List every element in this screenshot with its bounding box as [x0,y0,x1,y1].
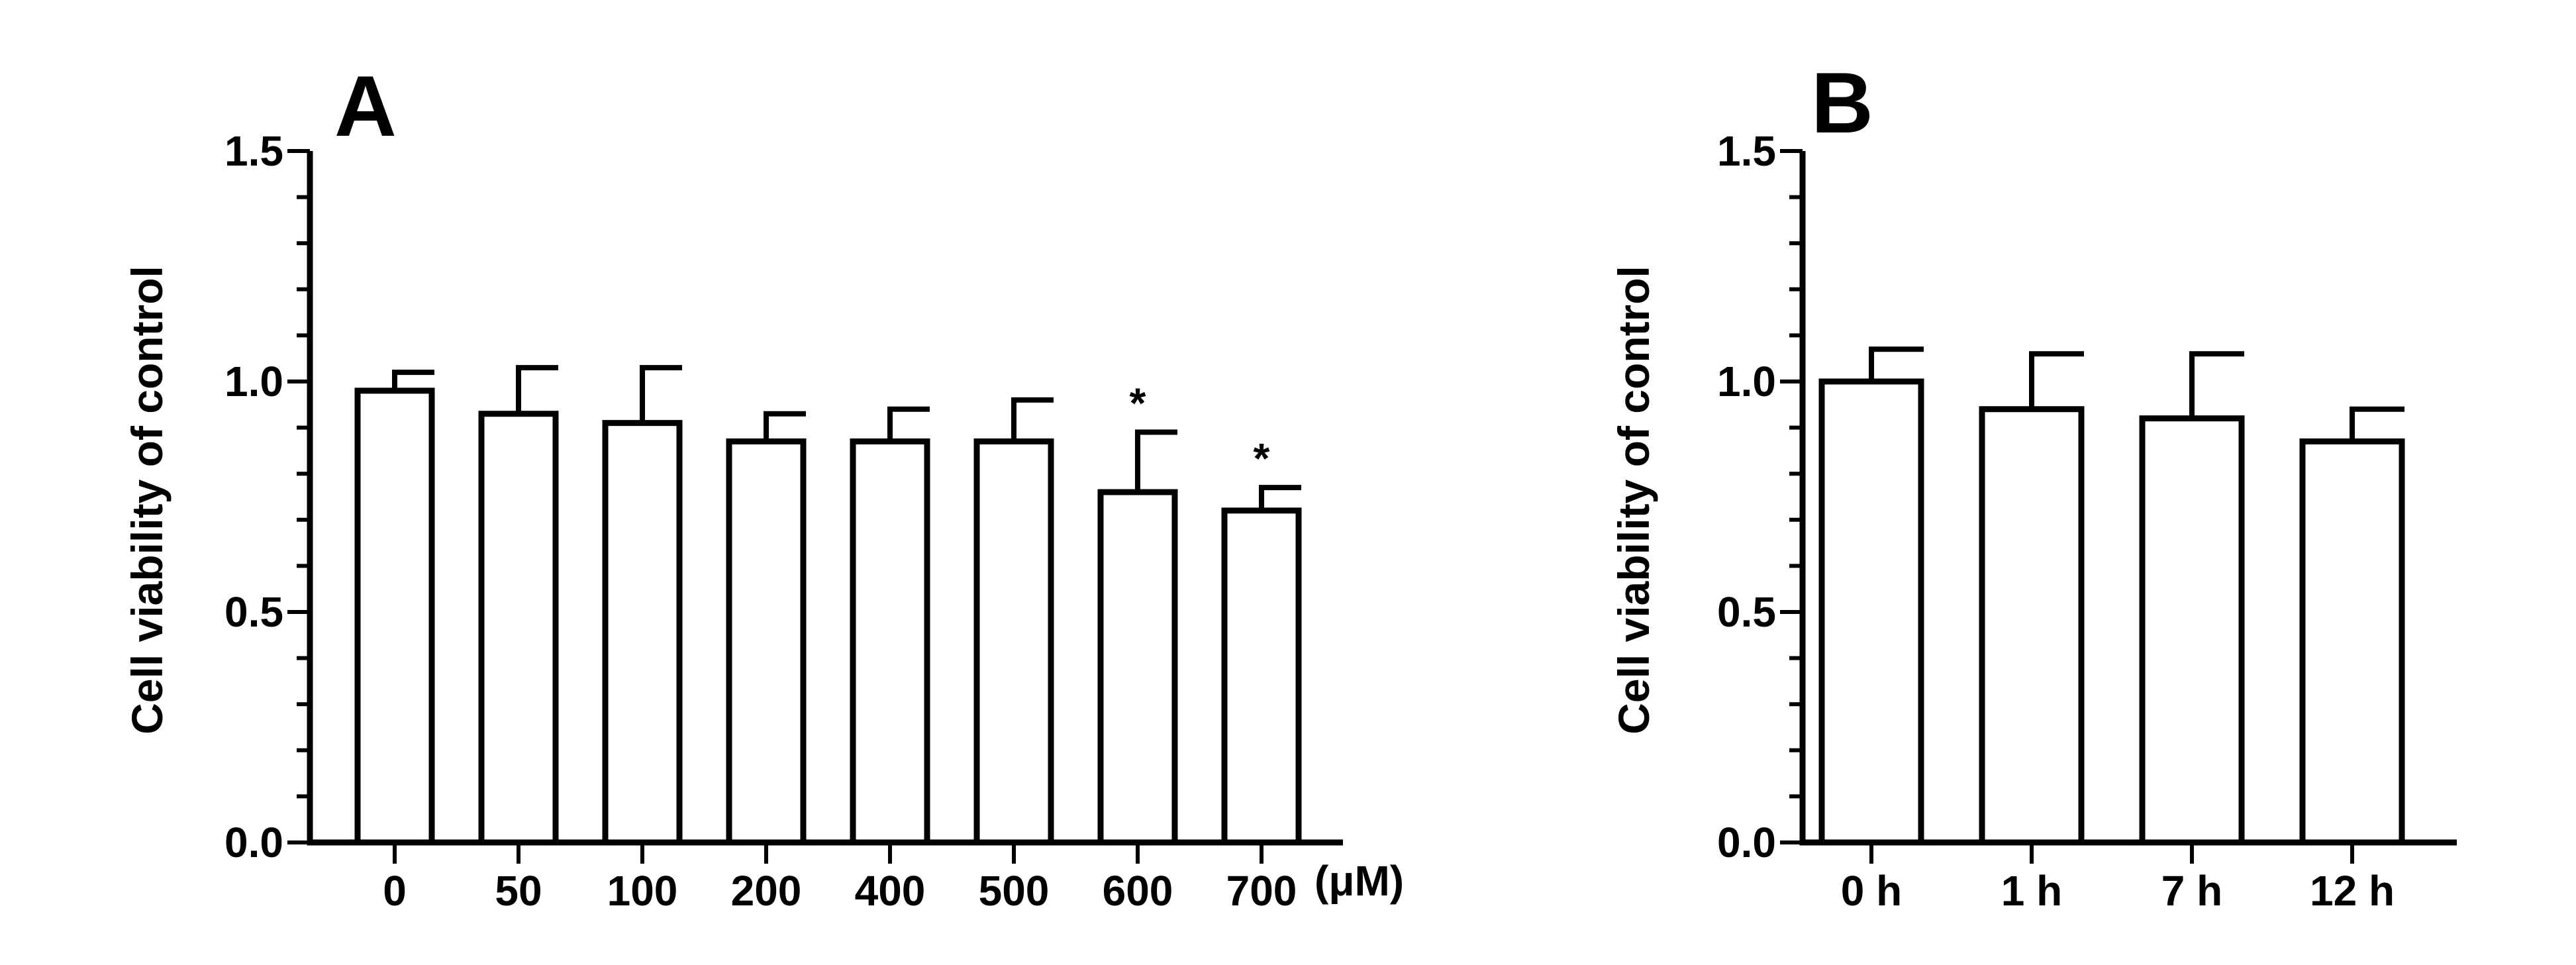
panel-a-y-axis-label: Cell viability of control [123,266,172,735]
panel-a-chart: A Cell viability of control (μM) ** 0.00… [123,58,1404,915]
bar [973,438,1054,846]
y-tick-label: 1.5 [1717,127,1776,175]
panel-a-y-tick-labels: 0.0 0.5 1.0 1.5 [224,127,283,866]
bar [2299,438,2405,846]
significance-marker: * [1254,434,1270,482]
panel-a-label: A [334,58,397,154]
bar [1097,489,1178,846]
x-tick-label: 0 [383,867,407,915]
x-tick-label: 0 h [1841,867,1902,915]
panel-a-axes [287,149,1343,864]
x-tick-label: 12 h [2310,867,2395,915]
x-tick-label: 7 h [2161,867,2222,915]
x-tick-label: 200 [731,867,802,915]
y-tick-label: 0.5 [224,588,283,636]
x-tick-label: 500 [979,867,1050,915]
x-tick-label: 400 [855,867,926,915]
x-tick-label: 700 [1226,867,1297,915]
bar [2139,415,2245,846]
y-tick-label: 1.0 [224,358,283,405]
y-tick-label: 0.0 [224,819,283,866]
bar [1818,378,1924,846]
bar [354,387,435,846]
y-tick-label: 0.0 [1717,819,1776,866]
x-tick-label: 50 [495,867,542,915]
bar [1221,507,1302,846]
panel-a-bars: ** [354,365,1302,846]
panel-b-x-tick-labels: 0 h 1 h 7 h 12 h [1841,867,2395,915]
x-tick-label: 600 [1103,867,1173,915]
bar [726,438,807,846]
y-tick-label: 1.0 [1717,358,1776,405]
panel-b-bars [1818,346,2405,846]
bar [1979,406,2085,846]
panel-b-label: B [1811,54,1873,151]
y-tick-label: 0.5 [1717,588,1776,636]
significance-marker: * [1130,380,1146,427]
bar [850,438,930,846]
panel-b-y-axis-label: Cell viability of control [1609,266,1658,735]
panel-a-x-tick-labels: 0 50 100 200 400 500 600 700 [383,867,1297,915]
bar [478,411,559,846]
y-tick-label: 1.5 [224,127,283,175]
panel-b-y-tick-labels: 0.0 0.5 1.0 1.5 [1717,127,1776,866]
x-tick-label: 1 h [2001,867,2062,915]
x-tick-label: 100 [607,867,678,915]
panel-a-x-unit-label: (μM) [1314,857,1404,905]
panel-b-chart: B Cell viability of control 0.0 0.5 1.0 1.5… [1609,54,2457,915]
bar [602,420,683,846]
